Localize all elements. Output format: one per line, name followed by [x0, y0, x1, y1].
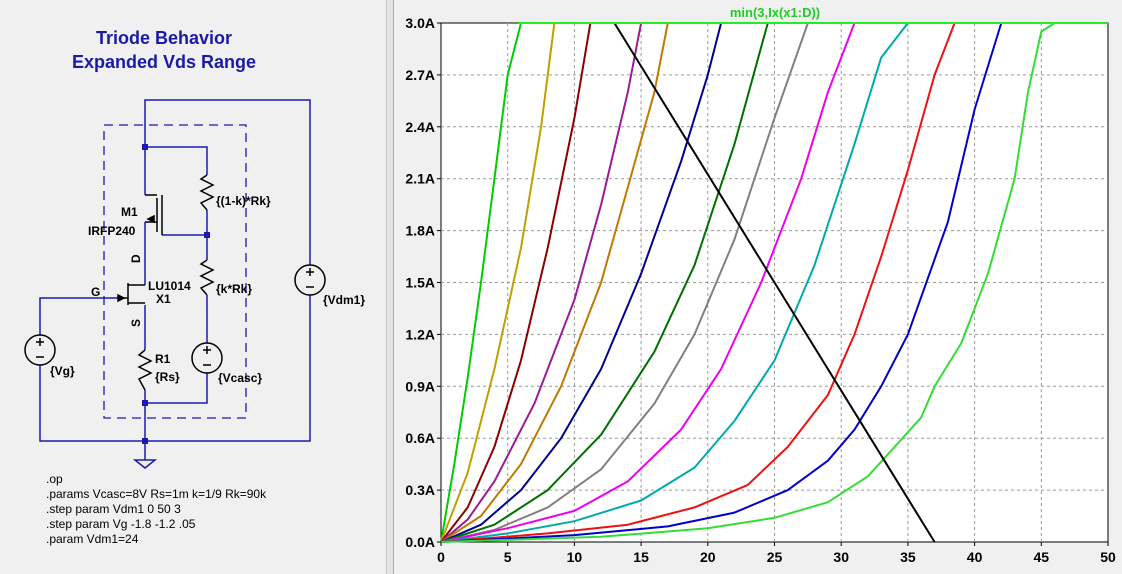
y-tick-label: 2.4A: [405, 119, 435, 135]
x-tick-label: 15: [633, 549, 649, 565]
directive-line[interactable]: .step param Vdm1 0 50 3: [46, 502, 181, 516]
directive-line[interactable]: .step param Vg -1.8 -1.2 .05: [46, 517, 196, 531]
x1-model: LU1014: [148, 279, 191, 293]
trace-series-7[interactable]: [440, 22, 769, 543]
resistor-r1[interactable]: [137, 349, 153, 391]
vdm1-value: {Vdm1}: [323, 293, 365, 307]
y-tick-label: 2.1A: [405, 171, 435, 187]
trace-series-1[interactable]: [440, 22, 522, 543]
waveform-plot[interactable]: 0 5 10 15 20 25 30 35 40 45 50 0.0A 0.3A 0.6A 0.9A 1.2…: [394, 0, 1122, 574]
trace-series-10[interactable]: [440, 22, 909, 543]
y-tick-label: 0.0A: [405, 534, 435, 550]
trace-series-4[interactable]: [440, 22, 643, 543]
x-tick-label: 50: [1100, 549, 1116, 565]
rk-top-value: {(1-k)*Rk}: [216, 194, 271, 208]
m1-label: M1: [121, 205, 138, 219]
x-tick-label: 0: [437, 549, 445, 565]
s-pin-label: S: [129, 319, 143, 327]
m1-model: IRFP240: [88, 224, 136, 238]
y-axis-ticks: 0.0A 0.3A 0.6A 0.9A 1.2A 1.5A 1.8A 2.1A 2.4A 2.7A…: [405, 15, 441, 550]
grid-lines: [441, 23, 1108, 542]
y-tick-label: 1.8A: [405, 223, 435, 239]
y-tick-label: 0.3A: [405, 482, 435, 498]
jfet-x1[interactable]: [117, 283, 145, 305]
y-tick-label: 1.2A: [405, 326, 435, 342]
waveform-pane[interactable]: 0 5 10 15 20 25 30 35 40 45 50 0.0A 0.3A 0.6A 0.9A 1.2…: [394, 0, 1122, 574]
vcasc-value: {Vcasc}: [218, 371, 262, 385]
schematic-title-line2: Expanded Vds Range: [72, 52, 256, 72]
trace-series-3[interactable]: [440, 22, 592, 543]
resistor-rk-bottom[interactable]: [199, 259, 215, 296]
y-tick-label: 0.6A: [405, 430, 435, 446]
trace-series-9[interactable]: [440, 22, 856, 543]
trace-group[interactable]: [440, 22, 1108, 543]
schematic-canvas[interactable]: Triode Behavior Expanded Vds Range: [0, 0, 386, 574]
subcircuit-box: [103, 124, 247, 419]
mosfet-m1[interactable]: [145, 194, 163, 235]
x-tick-label: 40: [967, 549, 983, 565]
trace-series-11[interactable]: [440, 22, 956, 543]
schematic-title-line1: Triode Behavior: [96, 28, 232, 48]
directive-line[interactable]: .params Vcasc=8V Rs=1m k=1/9 Rk=90k: [46, 487, 267, 501]
y-tick-label: 3.0A: [405, 15, 435, 31]
x-axis-ticks: 0 5 10 15 20 25 30 35 40 45 50: [437, 542, 1116, 565]
y-tick-label: 2.7A: [405, 67, 435, 83]
x-tick-label: 45: [1034, 549, 1050, 565]
resistor-rk-top[interactable]: [199, 174, 215, 211]
pane-splitter[interactable]: [386, 0, 394, 574]
voltage-source-vdm1[interactable]: [294, 264, 326, 296]
directive-line[interactable]: .op: [46, 472, 63, 486]
voltage-source-vcasc[interactable]: [191, 342, 223, 374]
r1-value: {Rs}: [155, 370, 180, 384]
vg-value: {Vg}: [50, 364, 75, 378]
x-tick-label: 5: [504, 549, 512, 565]
x-tick-label: 30: [833, 549, 849, 565]
y-tick-label: 0.9A: [405, 378, 435, 394]
wires[interactable]: [39, 99, 311, 460]
trace-series-2[interactable]: [440, 22, 556, 543]
d-pin-label: D: [129, 254, 143, 263]
x-tick-label: 10: [567, 549, 583, 565]
schematic-pane[interactable]: Triode Behavior Expanded Vds Range: [0, 0, 387, 574]
ground-symbol[interactable]: [132, 459, 158, 469]
trace-series-12[interactable]: [440, 22, 1003, 543]
voltage-source-vg[interactable]: [24, 334, 56, 366]
x1-label: X1: [156, 292, 171, 306]
x-tick-label: 25: [767, 549, 783, 565]
trace-label[interactable]: min(3,Ix(x1:D)): [730, 5, 820, 20]
y-tick-label: 1.5A: [405, 275, 435, 291]
directive-line[interactable]: .param Vdm1=24: [46, 532, 139, 546]
trace-series-8[interactable]: [440, 22, 809, 543]
junction-nodes: [142, 144, 210, 444]
r1-label: R1: [155, 352, 171, 366]
g-pin-label: G: [91, 285, 100, 299]
trace-series-13[interactable]: [440, 22, 1056, 543]
trace-series-6[interactable]: [440, 22, 723, 543]
x-tick-label: 20: [700, 549, 716, 565]
rk-bottom-value: {k*Rk}: [216, 282, 252, 296]
x-tick-label: 35: [900, 549, 916, 565]
trace-series-14[interactable]: [613, 22, 936, 543]
trace-series-5[interactable]: [440, 22, 669, 543]
